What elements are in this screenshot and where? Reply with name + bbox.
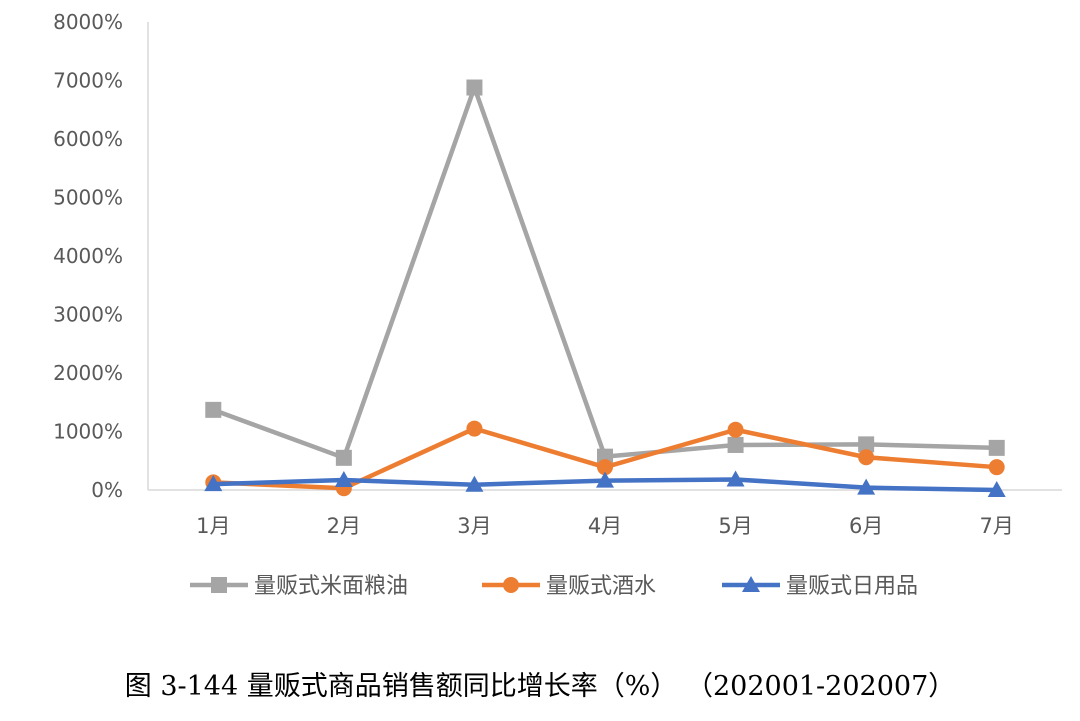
x-tick-label: 1月 <box>196 514 230 538</box>
data-point <box>465 475 484 492</box>
legend-item: 量贩式酒水 <box>482 574 656 599</box>
figure-caption: 图 3-144 量贩式商品销售额同比增长率（%） （202001-202007） <box>124 671 956 702</box>
data-point <box>596 471 614 488</box>
y-tick-label: 6000% <box>53 127 123 151</box>
y-tick-label: 7000% <box>53 69 123 93</box>
legend-marker <box>211 577 227 593</box>
data-point <box>726 470 745 487</box>
y-tick-label: 8000% <box>53 10 123 34</box>
series-line <box>212 85 997 461</box>
data-point <box>727 436 744 453</box>
x-tick-label: 4月 <box>588 514 622 538</box>
series-square <box>205 79 1005 466</box>
y-tick-label: 5000% <box>53 186 123 210</box>
legend-marker <box>742 576 760 592</box>
y-tick-label: 2000% <box>53 361 123 385</box>
series-circle <box>205 420 1005 497</box>
series-group <box>204 79 1006 497</box>
legend-item: 量贩式日用品 <box>722 574 918 599</box>
legend-label: 量贩式米面粮油 <box>254 574 408 599</box>
series-triangle <box>204 470 1006 497</box>
data-point <box>988 439 1005 456</box>
legend-label: 量贩式日用品 <box>786 574 918 599</box>
y-tick-labels: 0% 1000% 2000% 3000% 4000% 5000% 6000% 7000% 800… <box>53 10 123 502</box>
legend: 量贩式米面粮油 量贩式酒水 量贩式日用品 <box>190 574 918 599</box>
legend-marker <box>503 577 519 593</box>
data-point <box>727 421 744 438</box>
data-point <box>466 79 483 96</box>
x-tick-label: 5月 <box>718 514 752 538</box>
data-point <box>334 471 353 488</box>
data-point <box>205 401 222 418</box>
data-point <box>988 459 1005 476</box>
data-point <box>335 449 352 466</box>
data-point <box>204 475 223 492</box>
x-tick-label: 3月 <box>457 514 491 538</box>
x-tick-label: 7月 <box>980 514 1014 538</box>
line-chart: 0% 1000% 2000% 3000% 4000% 5000% 6000% 7000% 800… <box>53 10 1062 599</box>
data-point <box>597 459 613 476</box>
y-tick-label: 4000% <box>53 244 123 268</box>
data-point <box>858 436 875 453</box>
data-point <box>857 478 876 495</box>
y-tick-label: 3000% <box>53 303 123 327</box>
x-tick-label: 2月 <box>327 514 361 538</box>
data-point <box>987 481 1006 497</box>
x-tick-labels: 1月 2月 3月 4月 5月 6月 7月 <box>196 514 1014 538</box>
legend-label: 量贩式酒水 <box>546 574 656 599</box>
y-tick-label: 0% <box>91 478 123 502</box>
data-point <box>858 449 875 466</box>
data-point <box>466 420 483 437</box>
x-tick-label: 6月 <box>849 514 883 538</box>
y-tick-label: 1000% <box>53 420 123 444</box>
legend-item: 量贩式米面粮油 <box>190 574 408 599</box>
